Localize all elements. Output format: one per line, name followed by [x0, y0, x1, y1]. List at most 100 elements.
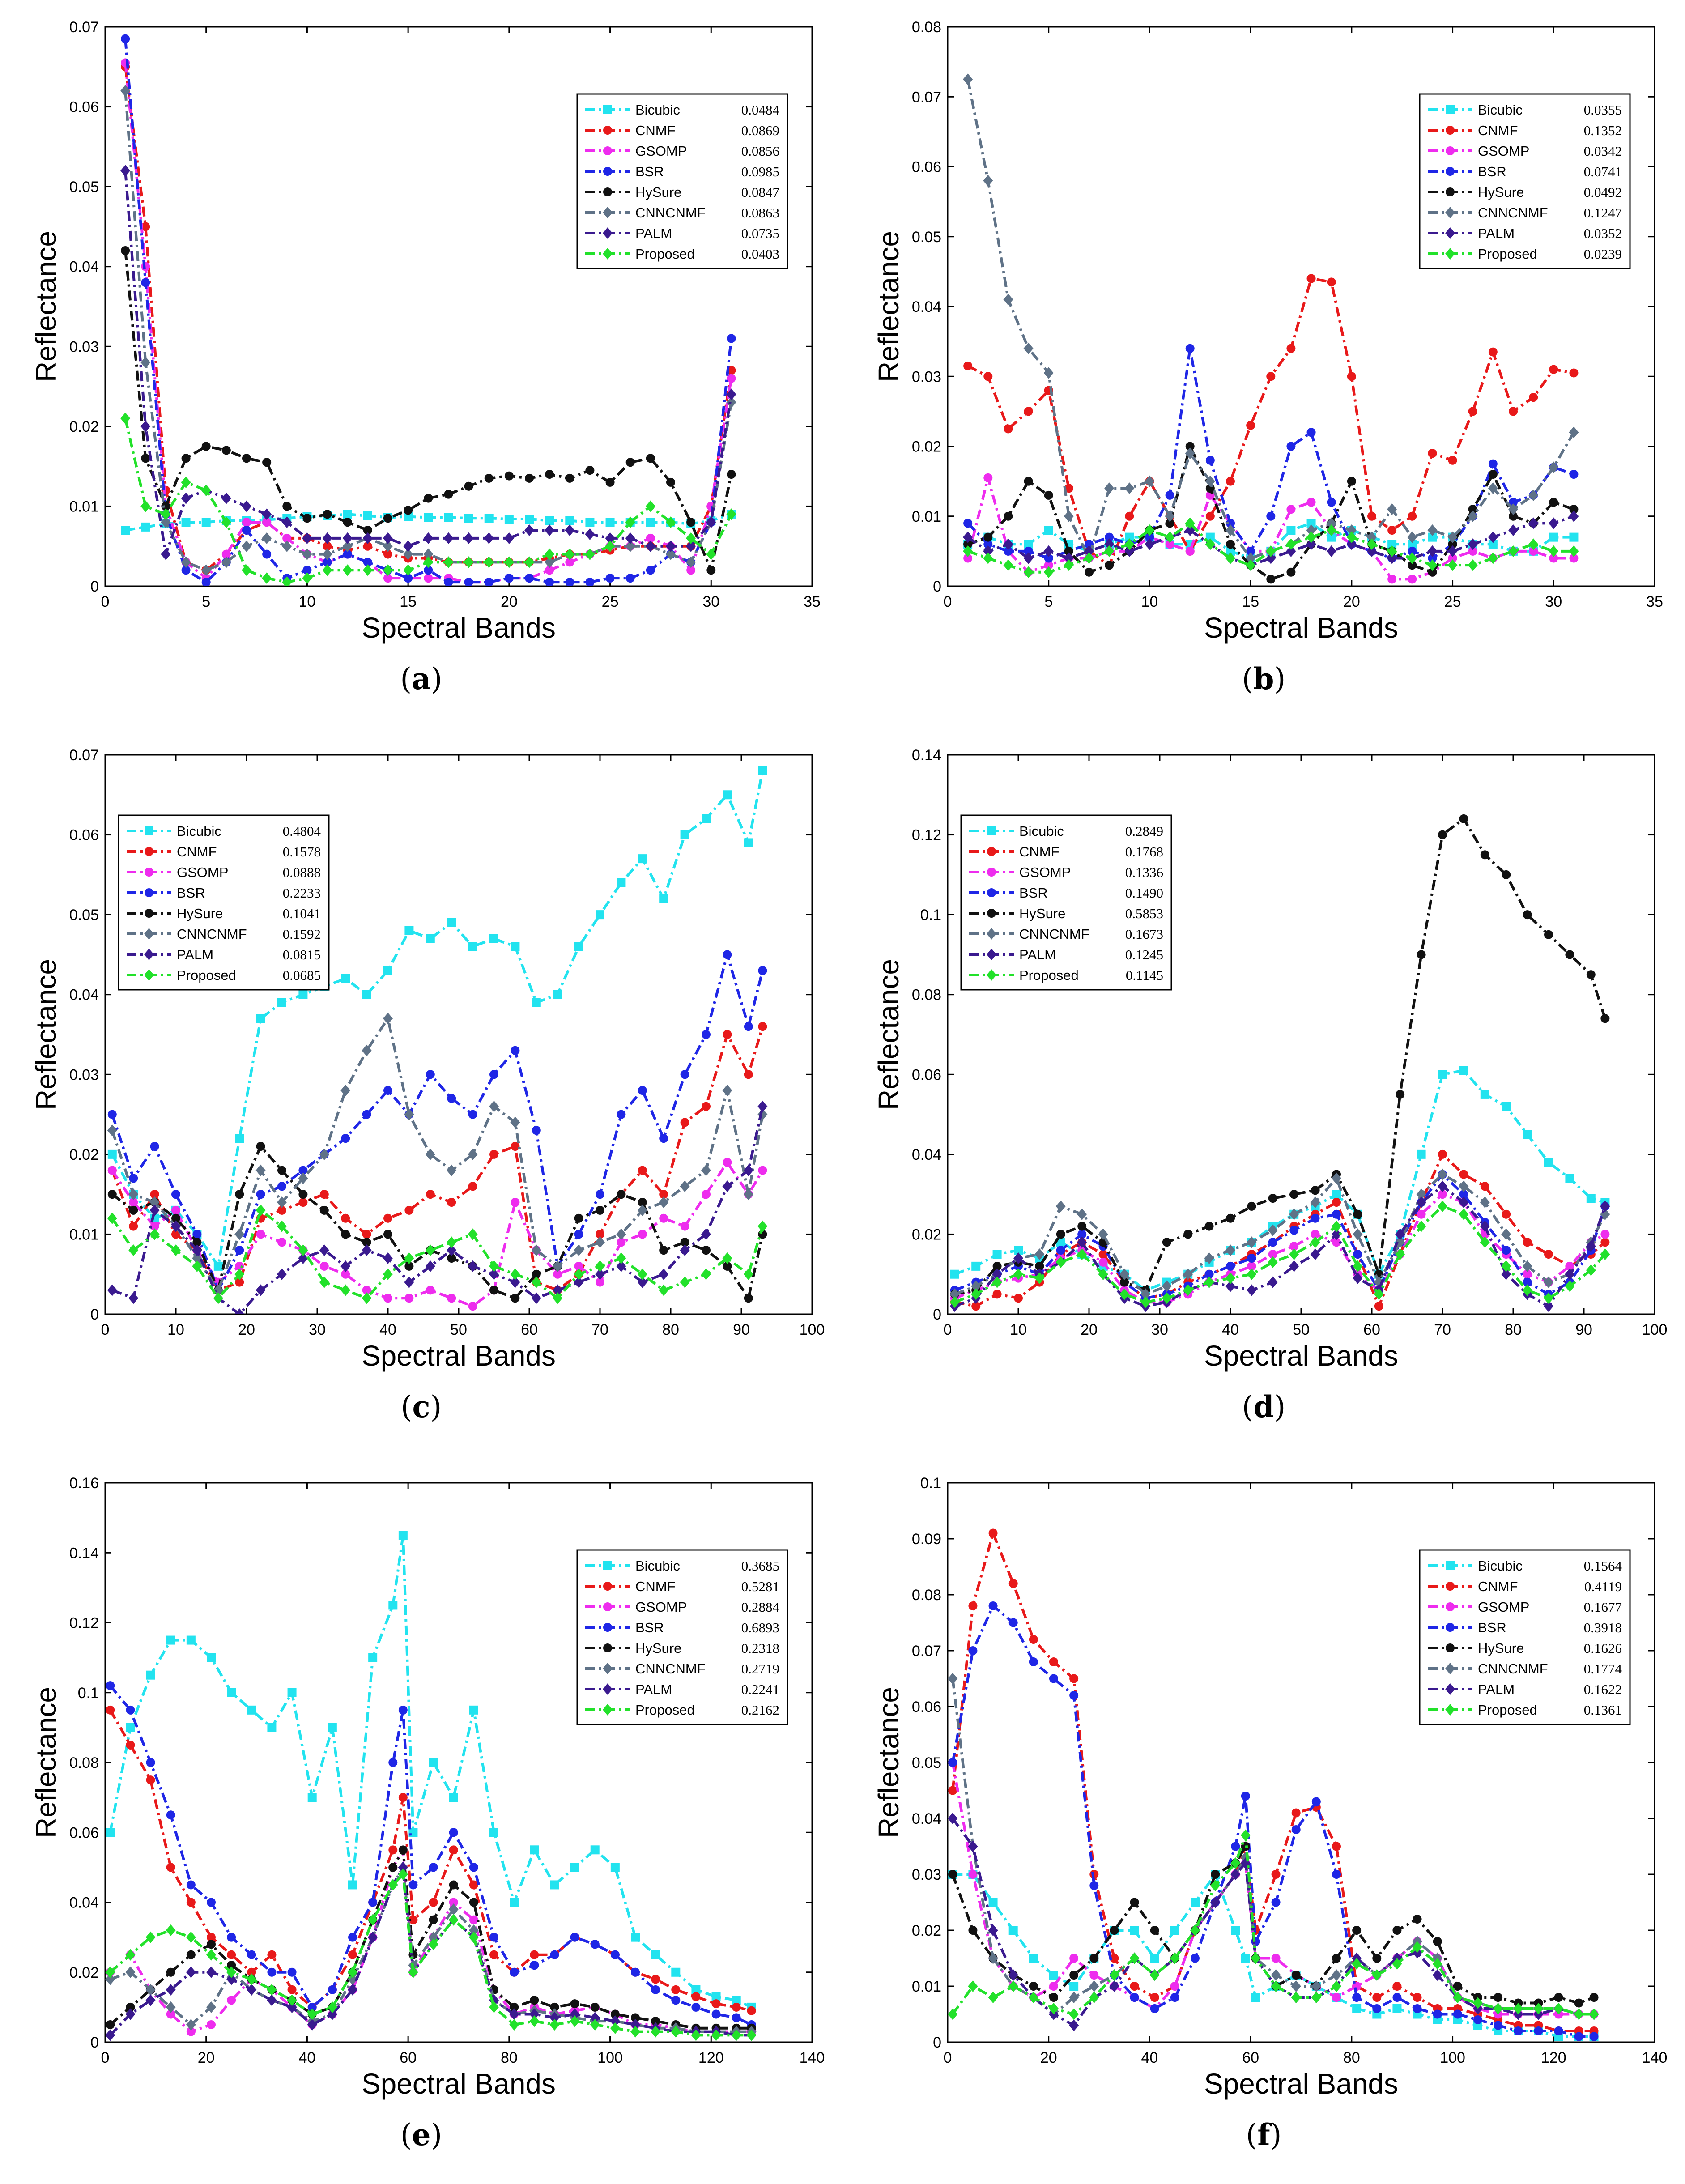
data-point — [638, 1166, 647, 1175]
data-point — [1587, 1194, 1596, 1203]
legend-marker — [987, 826, 996, 835]
data-point — [202, 518, 211, 527]
x-tick-label: 10 — [167, 1321, 184, 1338]
y-tick-label: 0.07 — [912, 1643, 941, 1660]
data-point — [388, 1845, 397, 1854]
data-point — [235, 1190, 244, 1199]
data-point — [570, 1933, 579, 1942]
legend-score: 0.0985 — [741, 164, 779, 179]
legend-marker — [987, 888, 996, 897]
data-point — [1226, 1214, 1235, 1223]
data-point — [1044, 526, 1053, 535]
legend-score: 0.2233 — [283, 885, 321, 901]
data-point — [1049, 1971, 1058, 1980]
data-point — [464, 578, 473, 587]
data-point — [744, 1070, 753, 1079]
data-point — [1307, 428, 1316, 437]
legend-score: 0.2849 — [1125, 823, 1163, 839]
y-tick-label: 0.01 — [69, 1226, 99, 1243]
legend: Bicubic 0.0355CNMF 0.1352GSOMP 0.0342BSR 0.0… — [1420, 94, 1630, 268]
data-point — [166, 1863, 175, 1872]
data-point — [606, 518, 615, 527]
data-point — [404, 1206, 413, 1215]
x-tick-label: 60 — [1242, 2049, 1259, 2066]
y-axis-label: Reflectance — [30, 959, 62, 1110]
data-point — [1024, 477, 1033, 486]
data-point — [1089, 1881, 1098, 1890]
data-point — [141, 454, 150, 463]
data-point — [585, 578, 594, 587]
legend-marker — [1446, 167, 1455, 176]
legend-label: HySure — [1478, 184, 1524, 200]
data-point — [426, 1070, 435, 1079]
data-point — [267, 1950, 276, 1959]
data-point — [399, 1793, 408, 1802]
data-point — [651, 1950, 660, 1959]
data-point — [399, 1531, 408, 1540]
y-tick-label: 0.06 — [912, 159, 941, 176]
x-tick-label: 120 — [1541, 2049, 1566, 2066]
data-point — [383, 1086, 392, 1095]
data-point — [1438, 1150, 1447, 1159]
data-point — [989, 1898, 998, 1907]
data-point — [1489, 470, 1498, 479]
y-tick-label: 0 — [90, 2034, 99, 2051]
data-point — [570, 1999, 579, 2008]
y-tick-label: 0.01 — [69, 498, 99, 515]
data-point — [1089, 1971, 1098, 1980]
data-point — [1353, 1210, 1362, 1219]
y-tick-label: 0.06 — [69, 1824, 99, 1841]
x-tick-label: 30 — [309, 1321, 326, 1338]
data-point — [1286, 344, 1295, 353]
data-point — [983, 473, 992, 482]
data-point — [948, 1758, 957, 1767]
x-tick-label: 15 — [1242, 593, 1259, 610]
data-point — [489, 1070, 498, 1079]
legend: Bicubic 0.0484CNMF 0.0869GSOMP 0.0856BSR 0.0… — [577, 94, 787, 268]
legend-score: 0.0815 — [283, 947, 321, 962]
y-tick-label: 0.14 — [69, 1545, 99, 1562]
data-point — [408, 1880, 417, 1889]
y-tick-label: 0.02 — [912, 1226, 941, 1243]
data-point — [343, 510, 352, 519]
data-point — [426, 1286, 435, 1294]
y-tick-label: 0.07 — [912, 89, 941, 106]
data-point — [971, 1262, 980, 1271]
data-point — [659, 894, 668, 903]
data-point — [1453, 2010, 1462, 2019]
data-point — [617, 1110, 625, 1119]
data-point — [1459, 1066, 1468, 1075]
legend-score: 0.3918 — [1584, 1620, 1622, 1635]
data-point — [1049, 1674, 1058, 1683]
data-point — [277, 1182, 286, 1191]
data-point — [1554, 2026, 1563, 2035]
data-point — [489, 1933, 498, 1942]
caption-f: (f) — [842, 2117, 1685, 2152]
data-point — [227, 1996, 236, 2005]
data-point — [723, 1030, 732, 1039]
legend-label: Proposed — [1478, 1702, 1537, 1718]
y-tick-label: 0.04 — [912, 1146, 941, 1163]
x-tick-label: 70 — [591, 1321, 608, 1338]
data-point — [1150, 2004, 1159, 2013]
data-point — [1494, 1993, 1502, 2002]
data-point — [1433, 1937, 1442, 1946]
legend-score: 0.1592 — [283, 926, 321, 942]
data-point — [277, 1238, 286, 1247]
legend-label: BSR — [1478, 1620, 1506, 1635]
data-point — [1590, 1993, 1599, 2002]
data-point — [758, 966, 767, 975]
data-point — [207, 2020, 216, 2029]
y-tick-label: 0 — [933, 2034, 941, 2051]
legend-marker — [987, 868, 996, 877]
data-point — [368, 1898, 377, 1907]
y-tick-label: 0.06 — [69, 827, 99, 844]
legend-score: 0.1361 — [1584, 1702, 1622, 1718]
chart-e: 0 20 40 60 80 100 120 14000.020.040.060.080.10.… — [0, 1456, 842, 2184]
legend-marker — [603, 146, 612, 155]
legend-score: 0.0856 — [741, 143, 779, 159]
data-point — [429, 1916, 438, 1924]
data-point — [362, 1230, 371, 1239]
data-point — [141, 523, 150, 532]
data-point — [681, 830, 689, 839]
